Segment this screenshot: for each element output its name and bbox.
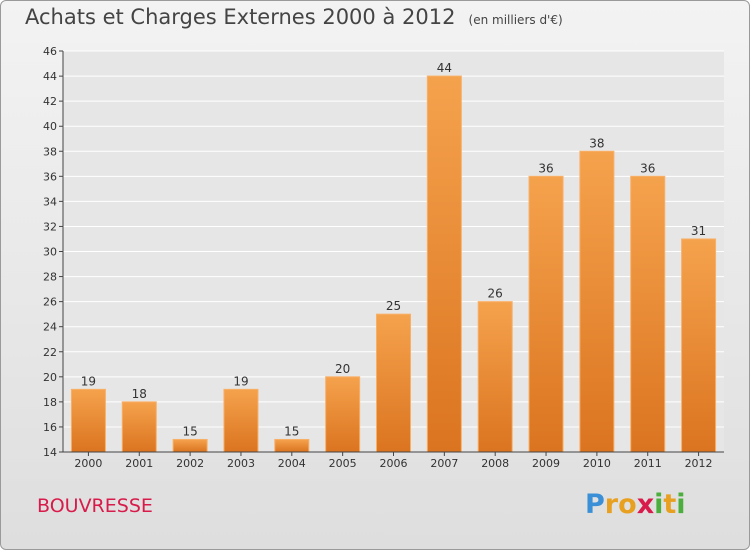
chart-title: Achats et Charges Externes 2000 à 2012 (… xyxy=(25,5,563,29)
y-tick-label: 40 xyxy=(43,120,57,133)
bar-value-label: 26 xyxy=(488,287,503,301)
x-tick-label: 2010 xyxy=(583,457,611,470)
bar xyxy=(630,175,666,453)
bar xyxy=(223,388,259,453)
proxiti-logo: Proxiti xyxy=(585,489,686,520)
logo-letter: t xyxy=(663,489,677,520)
y-tick-label: 30 xyxy=(43,246,57,259)
bar-value-label: 44 xyxy=(437,61,452,75)
x-tick-label: 2004 xyxy=(278,457,306,470)
bar-chart: 14 16 18 20 22 24 26 28 30 32 34 36 38 40 42 44 46 19 2000… xyxy=(43,45,724,470)
y-tick-label: 24 xyxy=(43,321,57,334)
bar xyxy=(681,238,717,453)
bar xyxy=(528,175,564,453)
bar xyxy=(579,150,615,453)
bar xyxy=(477,301,513,453)
x-tick-label: 2008 xyxy=(481,457,509,470)
commune-name: BOUVRESSE xyxy=(37,495,153,517)
bar-value-label: 19 xyxy=(233,374,248,388)
x-tick-label: 2001 xyxy=(125,457,153,470)
bar xyxy=(325,376,361,453)
y-tick-label: 42 xyxy=(43,95,57,108)
bar-value-label: 38 xyxy=(589,136,604,150)
y-tick-label: 22 xyxy=(43,346,57,359)
x-tick-label: 2009 xyxy=(532,457,560,470)
x-tick-label: 2002 xyxy=(176,457,204,470)
y-tick-label: 18 xyxy=(43,396,57,409)
bar-value-label: 15 xyxy=(284,424,299,438)
logo-letter: P xyxy=(585,489,605,520)
chart-unit-note: (en milliers d'€) xyxy=(468,13,563,27)
x-tick-label: 2007 xyxy=(430,457,458,470)
y-tick-label: 28 xyxy=(43,271,57,284)
y-tick-label: 38 xyxy=(43,145,57,158)
x-tick-label: 2011 xyxy=(634,457,662,470)
bar xyxy=(274,438,310,453)
bar-value-label: 19 xyxy=(81,374,96,388)
y-tick-label: 36 xyxy=(43,170,57,183)
x-tick-label: 2006 xyxy=(380,457,408,470)
bar xyxy=(70,388,106,453)
x-tick-label: 2012 xyxy=(685,457,713,470)
y-tick-label: 46 xyxy=(43,45,57,58)
chart-title-text: Achats et Charges Externes 2000 à 2012 xyxy=(25,5,456,29)
bar xyxy=(172,438,208,453)
bar-value-label: 25 xyxy=(386,299,401,313)
y-tick-label: 44 xyxy=(43,70,57,83)
y-tick-label: 26 xyxy=(43,296,57,309)
y-tick-label: 20 xyxy=(43,371,57,384)
x-tick-label: 2003 xyxy=(227,457,255,470)
bar-value-label: 18 xyxy=(132,387,147,401)
bar xyxy=(426,75,462,453)
bar-value-label: 31 xyxy=(691,224,706,238)
bar xyxy=(121,401,157,453)
bar-value-label: 36 xyxy=(538,161,553,175)
y-tick-label: 34 xyxy=(43,195,57,208)
x-tick-label: 2005 xyxy=(329,457,357,470)
logo-letter: x xyxy=(636,489,655,520)
y-tick-label: 32 xyxy=(43,220,57,233)
logo-letter: o xyxy=(618,489,637,520)
logo-letter: i xyxy=(676,489,686,520)
y-tick-label: 14 xyxy=(43,446,57,459)
logo-letter: r xyxy=(604,489,619,520)
logo-letter: i xyxy=(654,489,664,520)
bar-value-label: 20 xyxy=(335,362,350,376)
bar-value-label: 15 xyxy=(182,424,197,438)
x-tick-label: 2000 xyxy=(74,457,102,470)
y-tick-label: 16 xyxy=(43,421,57,434)
bar xyxy=(376,313,411,453)
bar-value-label: 36 xyxy=(640,161,655,175)
